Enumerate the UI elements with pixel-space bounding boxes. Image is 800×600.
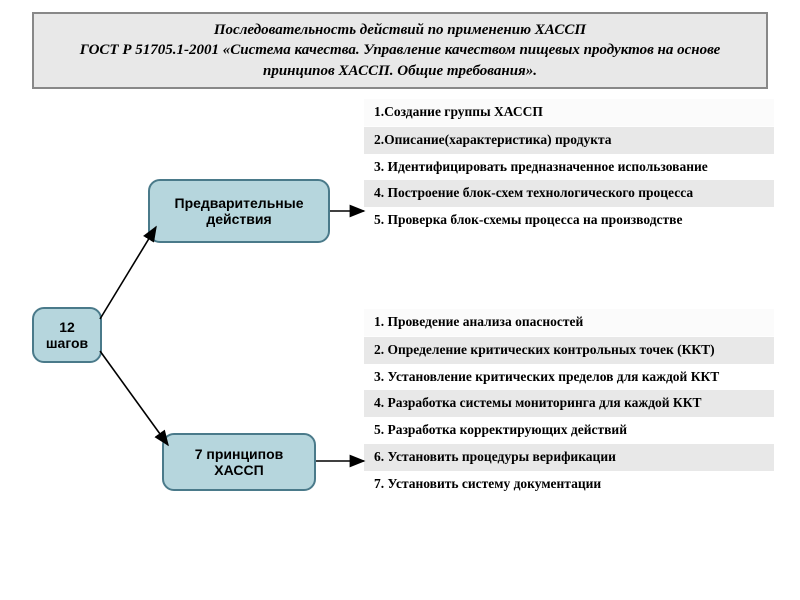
root-node: 12 шагов (32, 307, 102, 363)
list-item: 2.Описание(характеристика) продукта (364, 127, 774, 154)
arrow-root-preliminary (100, 227, 156, 319)
list-item: 5. Проверка блок-схемы процесса на произ… (364, 207, 774, 234)
principles-list: 1. Проведение анализа опасностей2. Опред… (364, 309, 774, 498)
preliminary-node: Предварительные действия (148, 179, 330, 243)
list-item: 7. Установить систему документации (364, 471, 774, 498)
preliminary-node-label: Предварительные действия (156, 195, 322, 227)
header-line1: Последовательность действий по применени… (44, 20, 756, 40)
arrow-root-principles (100, 351, 168, 445)
root-node-label: 12 шагов (40, 319, 94, 351)
preliminary-list: 1.Создание группы ХАССП2.Описание(характ… (364, 99, 774, 234)
list-item: 3. Установление критических пределов для… (364, 364, 774, 391)
list-item: 5. Разработка корректирующих действий (364, 417, 774, 444)
list-item: 2. Определение критических контрольных т… (364, 337, 774, 364)
list-item: 3. Идентифицировать предназначенное испо… (364, 154, 774, 181)
principles-node: 7 принципов ХАССП (162, 433, 316, 491)
diagram-canvas: 12 шагов Предварительные действия 7 прин… (12, 99, 788, 579)
list-item: 1.Создание группы ХАССП (364, 99, 774, 127)
list-item: 4. Построение блок-схем технологического… (364, 180, 774, 207)
list-item: 4. Разработка системы мониторинга для ка… (364, 390, 774, 417)
principles-node-label: 7 принципов ХАССП (170, 446, 308, 478)
header-line2: ГОСТ Р 51705.1-2001 «Система качества. У… (44, 40, 756, 81)
title-header: Последовательность действий по применени… (32, 12, 768, 89)
list-item: 6. Установить процедуры верификации (364, 444, 774, 471)
list-item: 1. Проведение анализа опасностей (364, 309, 774, 337)
